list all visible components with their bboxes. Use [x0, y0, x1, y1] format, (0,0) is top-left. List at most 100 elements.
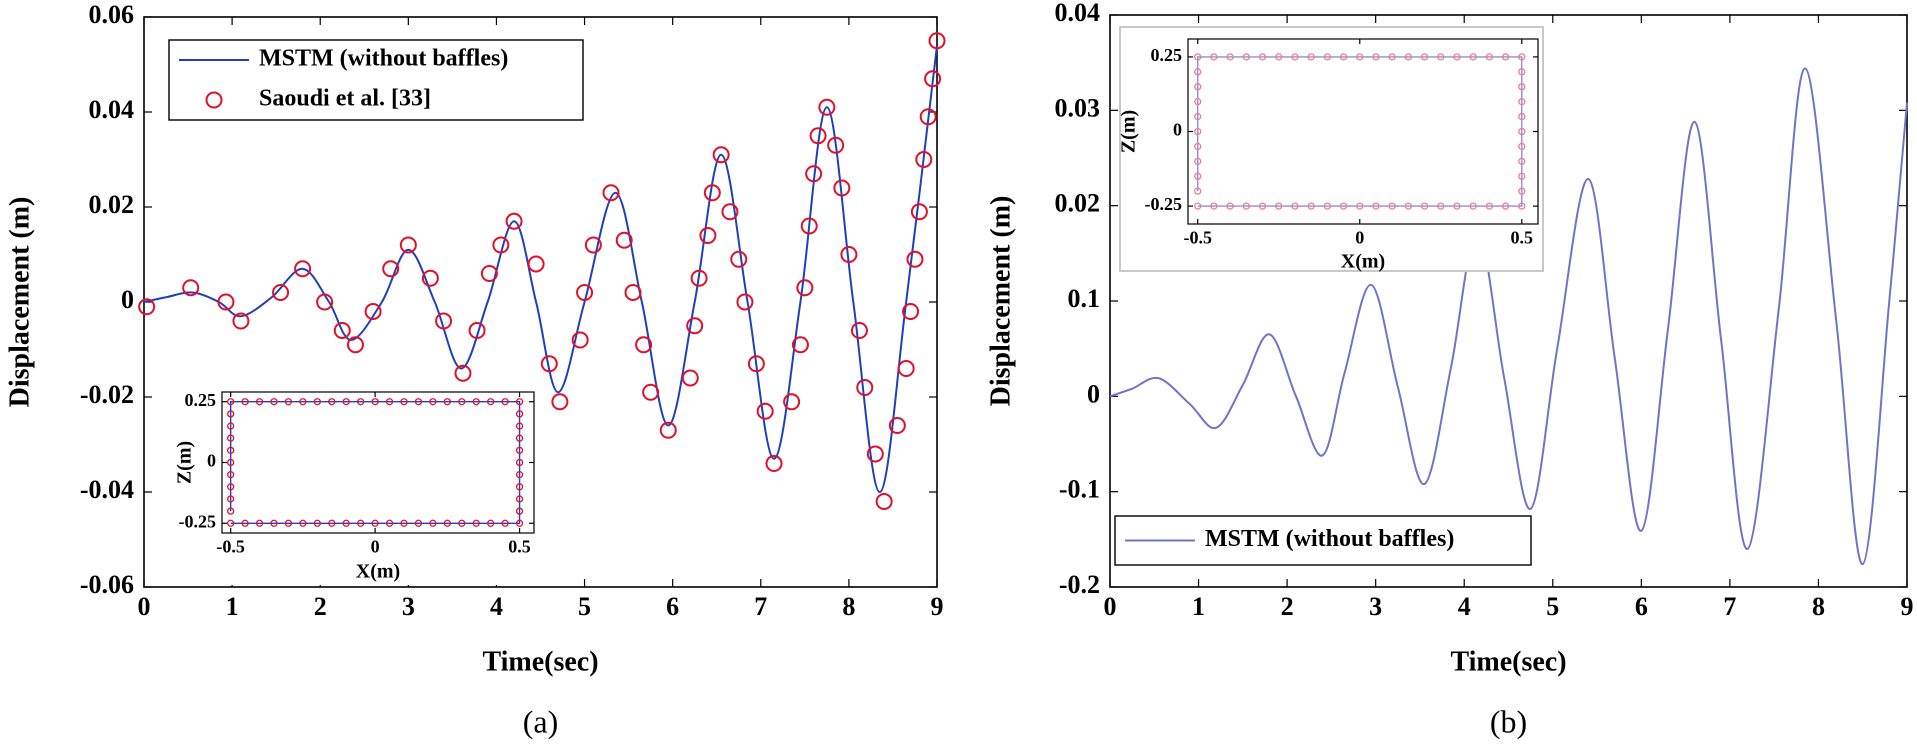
data-point [1372, 202, 1380, 210]
data-point [364, 303, 382, 320]
data-point [1518, 68, 1526, 76]
x-tick-label: 0 [371, 536, 380, 556]
data-point [1323, 53, 1332, 61]
data-point [255, 519, 264, 527]
data-point [515, 483, 524, 491]
x-tick-label: -0.5 [1183, 227, 1212, 247]
data-point [1518, 172, 1526, 180]
x-tick-label: 4 [1458, 592, 1471, 621]
x-tick-label: 6 [666, 592, 679, 621]
data-point [1420, 202, 1429, 210]
data-point [1194, 68, 1202, 76]
x-tick-label: 2 [314, 592, 327, 621]
data-point [515, 410, 524, 418]
data-point [624, 284, 642, 301]
data-point [227, 410, 235, 418]
data-point [501, 398, 509, 406]
y-tick-label: -0.2 [1059, 570, 1100, 599]
y-tick-label: -0.06 [80, 570, 134, 599]
data-point [1469, 53, 1477, 61]
data-point [1518, 83, 1526, 91]
data-point [429, 519, 437, 527]
data-point [1518, 112, 1526, 121]
data-point [333, 322, 351, 339]
data-point [910, 203, 928, 221]
data-point [897, 360, 915, 377]
series-line [143, 45, 938, 494]
data-point [346, 336, 364, 354]
y-tick-label: -0.1 [1059, 475, 1100, 504]
x-tick-label: 6 [1635, 592, 1648, 621]
x-tick-label: 0.5 [1511, 227, 1534, 247]
data-point [421, 269, 439, 287]
data-point [642, 383, 660, 401]
data-point [232, 312, 250, 330]
data-point [385, 519, 394, 527]
data-point [1518, 157, 1526, 165]
x-tick-label: 9 [931, 592, 944, 621]
plot-area [221, 391, 535, 534]
data-point [217, 293, 235, 311]
data-point [458, 398, 466, 406]
data-point [1194, 202, 1202, 210]
y-axis-label: Z(m) [174, 441, 196, 484]
data-point [357, 398, 365, 406]
data-point [1226, 202, 1234, 210]
data-point [1210, 53, 1218, 61]
data-point [919, 108, 937, 126]
data-point [313, 398, 321, 406]
data-point [1420, 53, 1429, 61]
data-point [1388, 53, 1396, 61]
data-point [1388, 202, 1396, 210]
data-point [227, 422, 235, 430]
data-point [1356, 53, 1364, 61]
data-point [454, 364, 472, 382]
data-point [227, 398, 235, 406]
data-point [827, 136, 845, 154]
data-point [487, 398, 495, 406]
y-tick-label: 0.25 [185, 390, 217, 410]
data-point [227, 471, 235, 479]
y-axis-label: Z(m) [1118, 110, 1140, 153]
series-line [1109, 67, 1908, 566]
data-point [515, 507, 524, 515]
caption: (b) [1490, 703, 1527, 739]
data-point [783, 393, 801, 411]
data-point [1242, 53, 1250, 61]
y-tick-label: 0 [1173, 120, 1182, 140]
data-point [906, 250, 924, 268]
data-point [1356, 202, 1364, 210]
x-tick-label: 0 [1355, 227, 1364, 247]
data-point [414, 398, 423, 406]
data-point [1275, 202, 1283, 210]
y-tick-label: 0.04 [1055, 0, 1101, 27]
data-point [1194, 98, 1202, 106]
data-point [703, 184, 721, 202]
data-point [902, 303, 920, 320]
x-tick-label: 0.5 [508, 536, 531, 556]
data-point [443, 519, 451, 527]
data-point [1518, 98, 1526, 106]
data-point [371, 519, 379, 527]
data-point [791, 336, 809, 354]
data-point [472, 519, 480, 527]
data-point [138, 298, 156, 316]
data-point [272, 284, 290, 301]
data-point [856, 379, 874, 396]
data-point [400, 519, 408, 527]
data-point [435, 312, 453, 330]
data-point [686, 317, 704, 335]
data-point [850, 322, 868, 339]
x-tick-label: 0 [1104, 592, 1117, 621]
data-point [227, 495, 235, 503]
data-point [284, 398, 293, 406]
data-point [515, 458, 524, 467]
data-point [681, 369, 699, 387]
y-tick-label: 0 [207, 451, 216, 471]
data-point [1226, 53, 1234, 61]
data-point [1242, 202, 1250, 210]
data-point [371, 398, 379, 406]
data-point [765, 455, 783, 472]
data-point [284, 519, 293, 527]
caption: (a) [523, 703, 559, 739]
